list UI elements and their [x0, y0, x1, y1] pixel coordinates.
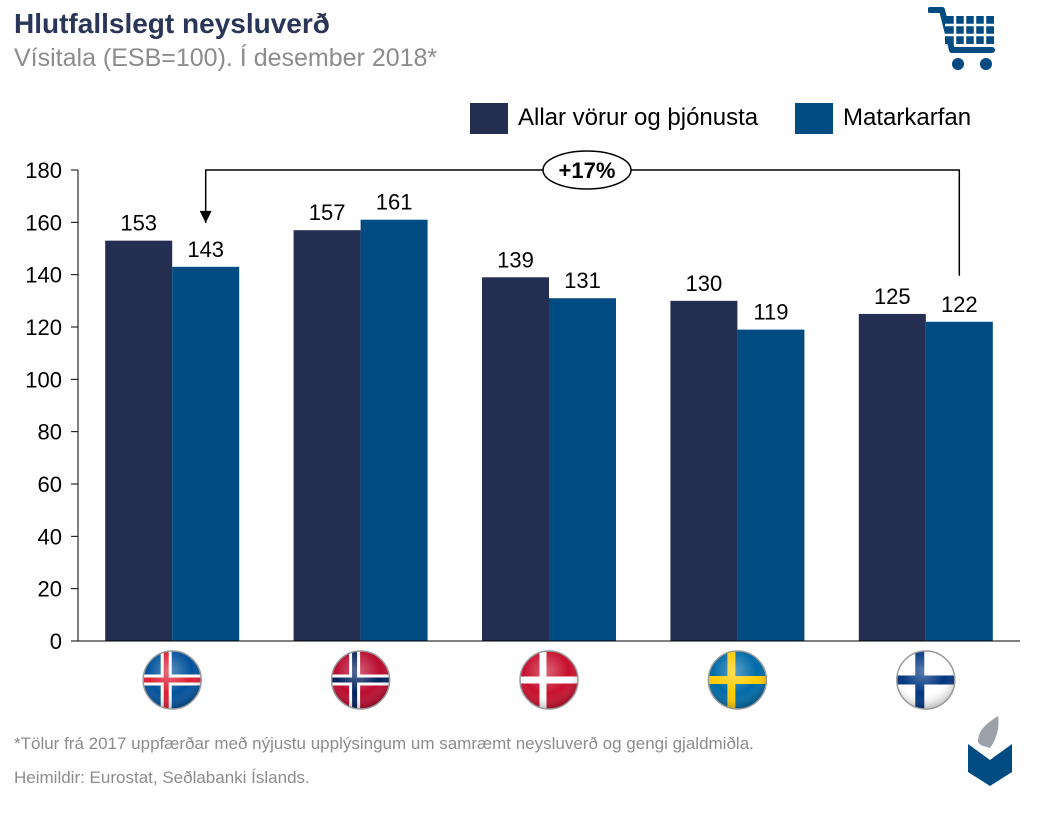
- footnote: *Tölur frá 2017 uppfærðar með nýjustu up…: [14, 734, 754, 753]
- legend-swatch-all: [470, 102, 508, 134]
- y-tick-label: 180: [25, 158, 62, 183]
- flag-rim: [707, 650, 768, 710]
- norway-flag-icon: [331, 651, 390, 709]
- annotation-label: +17%: [559, 158, 616, 183]
- data-label: 157: [309, 200, 346, 225]
- data-label: 139: [497, 247, 534, 272]
- y-tick-label: 40: [38, 524, 62, 549]
- source-note: Heimildir: Eurostat, Seðlabanki Íslands.: [14, 768, 310, 787]
- bar: [670, 300, 738, 641]
- finland-flag-icon: [896, 651, 955, 709]
- y-tick-label: 140: [25, 263, 62, 288]
- y-tick-label: 100: [25, 367, 62, 392]
- data-label: 119: [753, 300, 788, 325]
- data-label: 153: [120, 211, 157, 236]
- bar: [172, 266, 240, 641]
- data-label: 131: [564, 268, 601, 293]
- flag-rim: [896, 650, 956, 710]
- data-label: 122: [941, 292, 978, 317]
- bar: [737, 329, 805, 641]
- flag-rim: [142, 650, 202, 710]
- data-label: 125: [874, 284, 911, 309]
- bar: [360, 219, 428, 641]
- chart-title: Hlutfallslegt neysluverð: [14, 8, 330, 39]
- flag-rim: [519, 650, 579, 710]
- bar-chart: 0 20 40 60 80 100 120 140 160 180 153 143 157 161 139 1…: [25, 150, 1020, 710]
- bar: [482, 277, 549, 641]
- y-tick-label: 160: [25, 210, 62, 235]
- y-tick-label: 80: [38, 420, 62, 445]
- data-label: 130: [686, 271, 723, 296]
- legend-item-food: Matarkarfan: [795, 102, 971, 134]
- legend-swatch-food: [795, 102, 833, 134]
- central-bank-logo-icon: [968, 716, 1012, 786]
- annotation-bubble: [542, 150, 632, 190]
- bar: [858, 313, 926, 641]
- bar: [293, 230, 361, 641]
- legend-label-food: Matarkarfan: [843, 104, 972, 131]
- bar: [925, 321, 993, 641]
- chart-subtitle: Vísitala (ESB=100). Í desember 2018*: [14, 44, 438, 72]
- denmark-flag-icon: [520, 651, 578, 709]
- y-tick-label: 20: [38, 577, 62, 602]
- legend-item-all: Allar vörur og þjónusta: [470, 102, 758, 134]
- sweden-flag-icon: [708, 651, 767, 709]
- flag-rim: [330, 650, 391, 710]
- y-tick-label: 60: [38, 472, 62, 497]
- y-tick-label: 0: [50, 629, 62, 654]
- y-tick-label: 120: [25, 315, 62, 340]
- data-label: 143: [187, 237, 224, 262]
- iceland-flag-icon: [143, 651, 202, 709]
- bar: [549, 298, 616, 641]
- annotation-arrowhead: [199, 210, 212, 223]
- legend-label-all: Allar vörur og þjónusta: [518, 104, 759, 131]
- data-label: 161: [376, 190, 413, 215]
- shopping-cart-icon: [928, 7, 995, 70]
- bar: [105, 240, 173, 641]
